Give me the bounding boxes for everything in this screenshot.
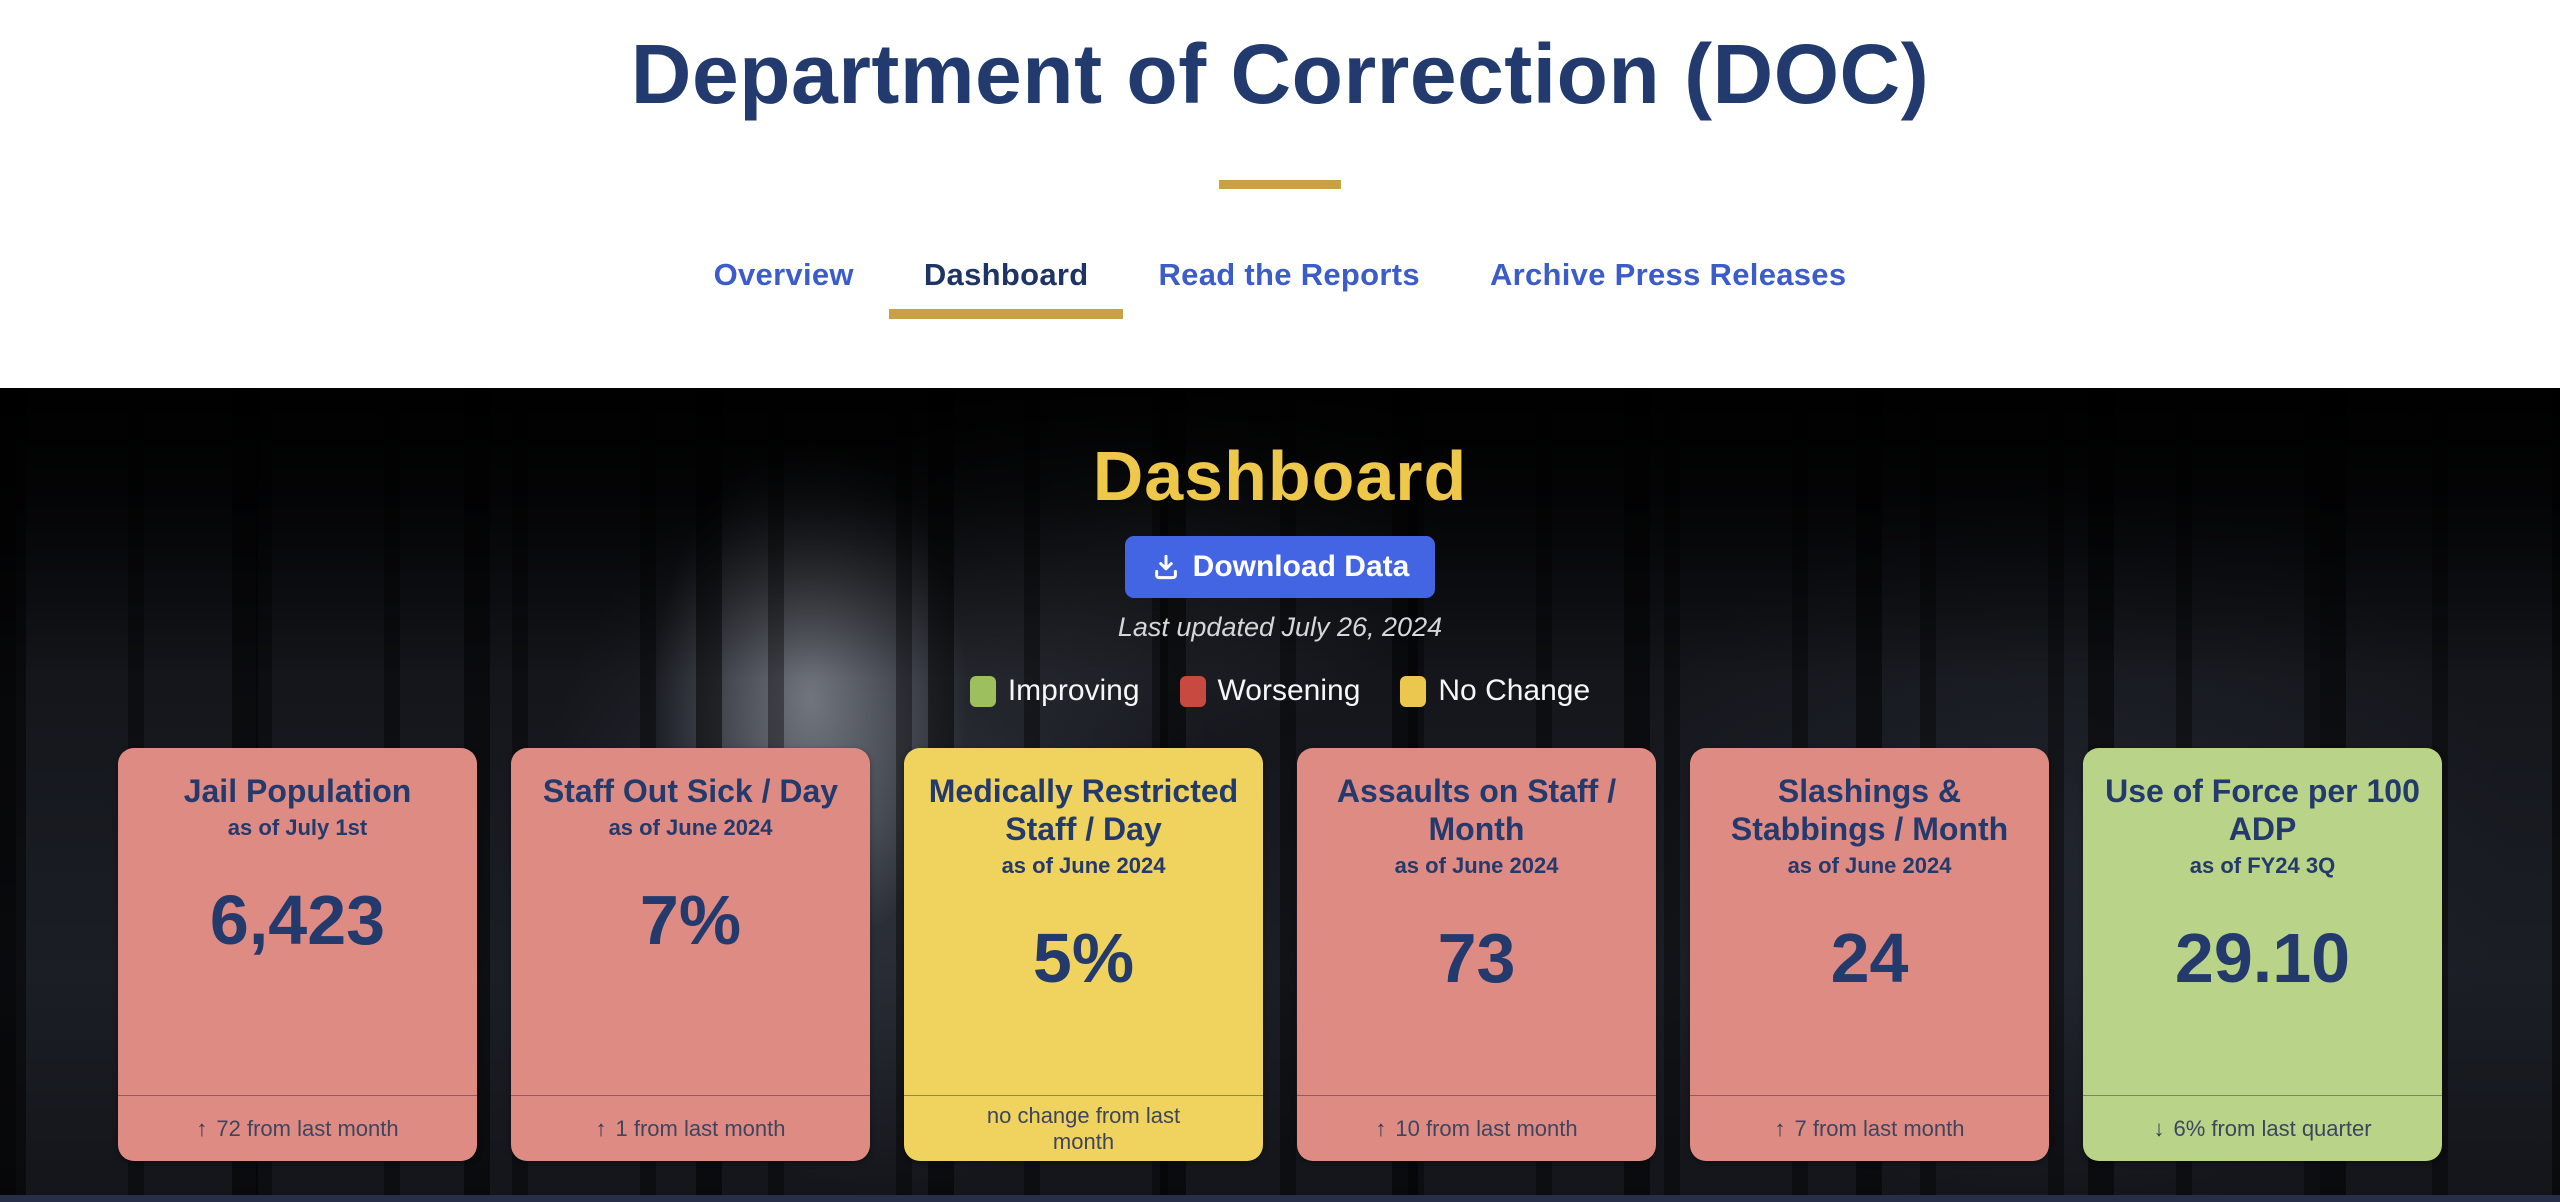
download-button-label: Download Data bbox=[1192, 550, 1410, 583]
card-change-text: 7 from last month bbox=[1794, 1115, 1965, 1141]
card-value: 7% bbox=[639, 881, 742, 959]
download-row: Download Data bbox=[0, 536, 2560, 598]
card-title: Use of Force per 100 ADP bbox=[2105, 773, 2420, 847]
card-footer: no change from last month bbox=[904, 1095, 1263, 1161]
status-legend: Improving Worsening No Change bbox=[0, 674, 2560, 708]
dashboard-hero-section: Dashboard Download Data Last updated Jul… bbox=[0, 388, 2560, 1202]
dashboard-heading: Dashboard bbox=[1092, 437, 1468, 515]
card-change-text: 72 from last month bbox=[216, 1115, 399, 1141]
last-updated-text: Last updated July 26, 2024 bbox=[1117, 612, 1443, 642]
card-change-text: 1 from last month bbox=[615, 1115, 786, 1141]
legend-label: No Change bbox=[1438, 674, 1591, 707]
page-title: Department of Correction (DOC) bbox=[630, 27, 1930, 121]
card-title: Jail Population bbox=[183, 773, 412, 809]
card-footer: ↓ 6% from last quarter bbox=[2083, 1095, 2442, 1161]
card-assaults-on-staff: Assaults on Staff / Month as of June 202… bbox=[1297, 748, 1656, 1161]
no-change-swatch-icon bbox=[1400, 675, 1427, 707]
card-as-of: as of July 1st bbox=[227, 815, 368, 840]
legend-item-improving: Improving bbox=[969, 674, 1140, 708]
card-footer: ↑ 1 from last month bbox=[511, 1095, 870, 1161]
up-arrow-icon: ↑ bbox=[1375, 1115, 1387, 1141]
title-divider bbox=[1219, 180, 1341, 189]
metric-cards-row: Jail Population as of July 1st 6,423 ↑ 7… bbox=[0, 748, 2560, 1161]
card-medically-restricted-staff: Medically Restricted Staff / Day as of J… bbox=[904, 748, 1263, 1161]
card-footer: ↑ 7 from last month bbox=[1690, 1095, 2049, 1161]
card-change-text: 6% from last quarter bbox=[2173, 1115, 2372, 1141]
card-title: Staff Out Sick / Day bbox=[542, 773, 839, 809]
card-change-text: no change from last month bbox=[986, 1102, 1181, 1154]
card-footer: ↑ 10 from last month bbox=[1297, 1095, 1656, 1161]
card-change-text: 10 from last month bbox=[1395, 1115, 1578, 1141]
card-value: 29.10 bbox=[2174, 919, 2351, 997]
card-slashings-stabbings: Slashings & Stabbings / Month as of June… bbox=[1690, 748, 2049, 1161]
up-arrow-icon: ↑ bbox=[1774, 1115, 1786, 1141]
card-staff-out-sick: Staff Out Sick / Day as of June 2024 7% … bbox=[511, 748, 870, 1161]
card-title: Assaults on Staff / Month bbox=[1336, 773, 1617, 847]
card-as-of: as of June 2024 bbox=[1001, 853, 1166, 878]
download-icon bbox=[1151, 552, 1181, 582]
card-as-of: as of FY24 3Q bbox=[2189, 853, 2336, 878]
legend-label: Worsening bbox=[1217, 674, 1361, 707]
card-as-of: as of June 2024 bbox=[608, 815, 773, 840]
card-use-of-force: Use of Force per 100 ADP as of FY24 3Q 2… bbox=[2083, 748, 2442, 1161]
up-arrow-icon: ↑ bbox=[196, 1115, 208, 1141]
tab-read-the-reports[interactable]: Read the Reports bbox=[1158, 257, 1420, 292]
page-header: Department of Correction (DOC) Overview … bbox=[0, 0, 2560, 388]
legend-label: Improving bbox=[1007, 674, 1140, 707]
download-data-button[interactable]: Download Data bbox=[1124, 536, 1436, 598]
legend-item-worsening: Worsening bbox=[1179, 674, 1361, 708]
legend-item-no-change: No Change bbox=[1400, 674, 1590, 708]
improving-swatch-icon bbox=[969, 675, 996, 707]
next-section-edge bbox=[0, 1195, 2560, 1202]
card-title: Slashings & Stabbings / Month bbox=[1730, 773, 2009, 847]
card-value: 5% bbox=[1032, 919, 1135, 997]
card-footer: ↑ 72 from last month bbox=[118, 1095, 477, 1161]
card-title: Medically Restricted Staff / Day bbox=[928, 773, 1239, 847]
card-as-of: as of June 2024 bbox=[1394, 853, 1559, 878]
card-value: 73 bbox=[1437, 919, 1516, 997]
tab-overview[interactable]: Overview bbox=[713, 257, 854, 292]
card-value: 24 bbox=[1830, 919, 1909, 997]
card-jail-population: Jail Population as of July 1st 6,423 ↑ 7… bbox=[118, 748, 477, 1161]
down-arrow-icon: ↓ bbox=[2153, 1115, 2165, 1141]
card-as-of: as of June 2024 bbox=[1787, 853, 1952, 878]
tab-dashboard[interactable]: Dashboard bbox=[888, 257, 1124, 319]
up-arrow-icon: ↑ bbox=[595, 1115, 607, 1141]
tab-archive-press-releases[interactable]: Archive Press Releases bbox=[1489, 257, 1847, 292]
card-value: 6,423 bbox=[209, 881, 386, 959]
worsening-swatch-icon bbox=[1179, 675, 1206, 707]
tab-bar: Overview Dashboard Read the Reports Arch… bbox=[0, 257, 2560, 319]
